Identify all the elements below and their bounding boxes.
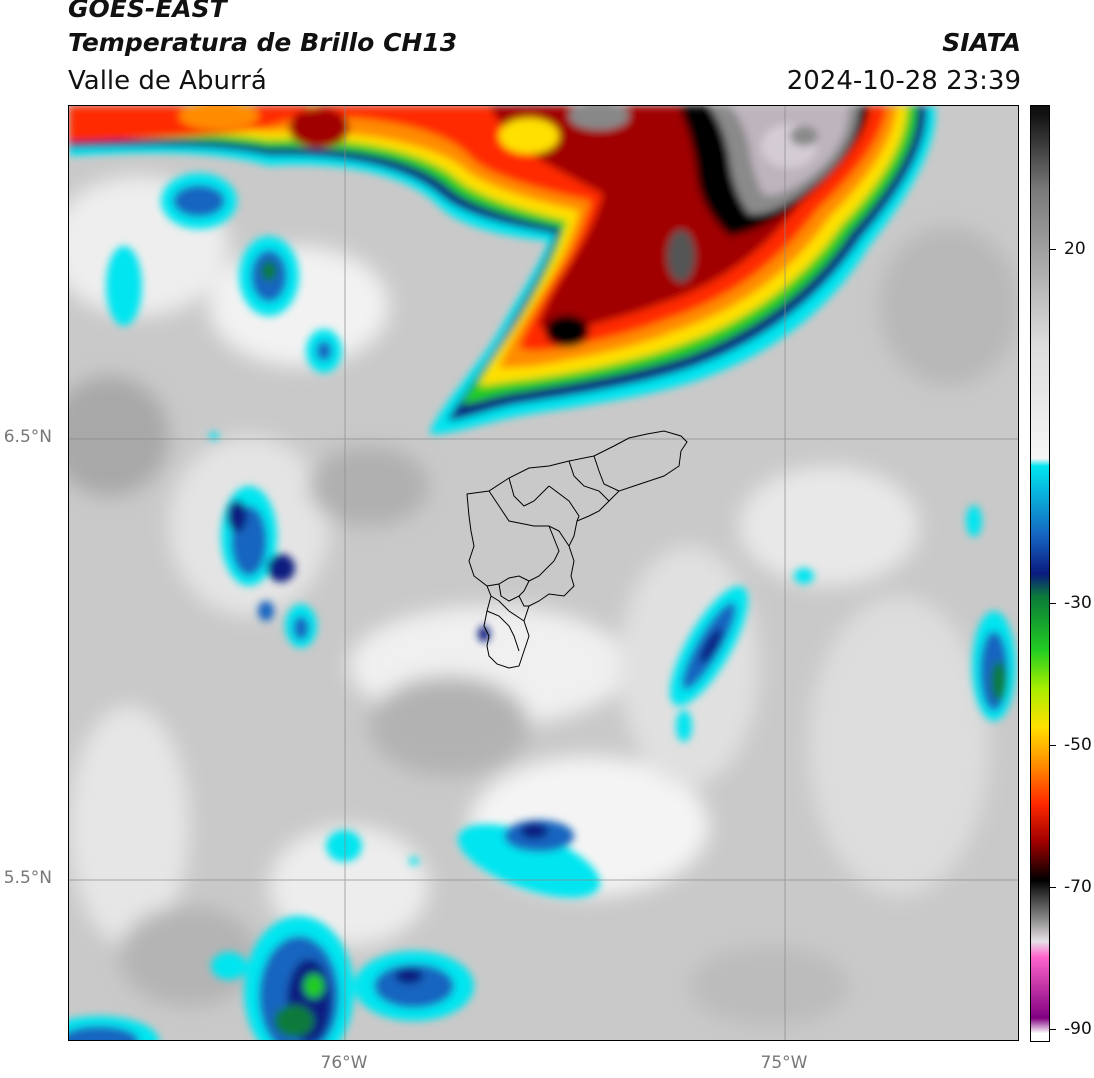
agency-label: SIATA xyxy=(942,28,1021,57)
municipality-line-2 xyxy=(568,460,610,502)
product-title: Temperatura de Brillo CH13 xyxy=(68,28,458,57)
colorbar-tick-minus50 xyxy=(1050,745,1056,746)
municipality-line-10 xyxy=(486,610,520,652)
aburra-valley-boundaries xyxy=(466,430,688,669)
lon-label-76w: 76°W xyxy=(320,1053,368,1073)
municipality-line-4 xyxy=(508,477,550,507)
cold-cloud-cells xyxy=(69,173,1016,1040)
colorbar-tick-20 xyxy=(1050,249,1056,250)
municipality-line-6 xyxy=(518,525,560,597)
colorbar-tick-minus70 xyxy=(1050,887,1056,888)
municipality-line-9 xyxy=(490,595,525,622)
colorbar-label-minus30: -30 xyxy=(1064,593,1092,613)
lat-label-5-5n: 5.5°N xyxy=(3,868,52,888)
colorbar-tick-minus30 xyxy=(1050,603,1056,604)
lat-label-6-5n: 6.5°N xyxy=(3,427,52,447)
map-canvas xyxy=(69,106,1018,1040)
datetime-label: 2024-10-28 23:39 xyxy=(786,66,1021,96)
valley-outline xyxy=(466,430,688,669)
municipality-line-8 xyxy=(498,583,529,607)
municipality-line-3 xyxy=(593,455,620,492)
colorbar-tick-minus90 xyxy=(1050,1029,1056,1030)
colorbar xyxy=(1030,105,1050,1042)
region-label: Valle de Aburrá xyxy=(68,66,267,96)
convective-storm-north xyxy=(69,106,936,435)
municipality-line-1 xyxy=(548,485,580,522)
colorbar-label-minus70: -70 xyxy=(1064,877,1092,897)
colorbar-label-minus50: -50 xyxy=(1064,735,1092,755)
municipality-line-7 xyxy=(486,575,530,587)
graticule xyxy=(69,106,1018,1040)
municipality-line-5 xyxy=(488,490,570,547)
lon-label-75w: 75°W xyxy=(760,1053,808,1073)
brightness-temperature-map xyxy=(68,105,1019,1041)
satellite-title: GOES-EAST xyxy=(68,0,227,23)
colorbar-label-minus90: -90 xyxy=(1064,1019,1092,1039)
colorbar-label-20: 20 xyxy=(1064,239,1086,259)
